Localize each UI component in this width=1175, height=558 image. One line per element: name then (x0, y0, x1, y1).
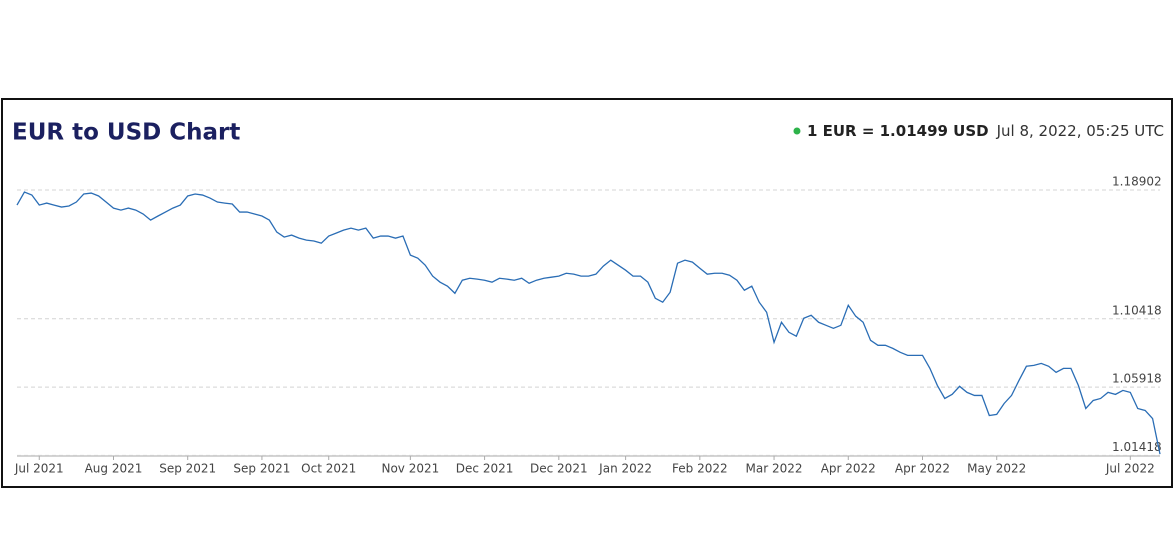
x-tick-label: Nov 2021 (381, 462, 439, 476)
chart-title: EUR to USD Chart (12, 120, 240, 146)
x-tick-label: Apr 2022 (895, 462, 950, 476)
timestamp: Jul 8, 2022, 05:25 UTC (996, 122, 1164, 140)
x-tick-label: Dec 2021 (530, 462, 588, 476)
y-tick-label: 1.01418 (1112, 440, 1162, 454)
x-tick-label: Jan 2022 (598, 462, 652, 476)
x-tick-label: Oct 2021 (301, 462, 356, 476)
x-tick-label: Sep 2021 (159, 462, 216, 476)
x-tick-label: Sep 2021 (233, 462, 290, 476)
status-dot (793, 127, 801, 135)
y-tick-label: 1.18902 (1112, 175, 1162, 189)
x-tick-label: Feb 2022 (672, 462, 728, 476)
price-line (16, 191, 1161, 455)
x-tick-label: May 2022 (967, 462, 1026, 476)
x-tick-label: Apr 2022 (821, 462, 876, 476)
chart-frame (1, 98, 1173, 488)
x-tick-label: Aug 2021 (85, 462, 143, 476)
y-tick-label: 1.05918 (1112, 372, 1162, 386)
x-tick-label: Dec 2021 (456, 462, 514, 476)
x-tick-label: Jul 2021 (14, 462, 64, 476)
rate-info: 1 EUR = 1.01499 USD Jul 8, 2022, 05:25 UT… (807, 122, 1164, 140)
y-tick-label: 1.10418 (1112, 303, 1162, 317)
x-tick-label: Mar 2022 (746, 462, 803, 476)
rate: 1 EUR = 1.01499 USD (807, 122, 989, 140)
x-tick-label: Jul 2022 (1105, 462, 1155, 476)
